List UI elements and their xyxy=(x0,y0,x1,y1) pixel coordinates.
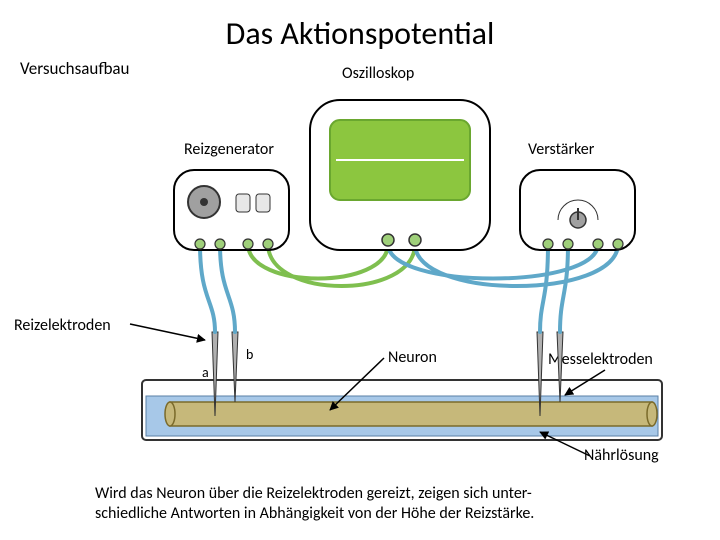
experiment-diagram xyxy=(0,0,720,540)
